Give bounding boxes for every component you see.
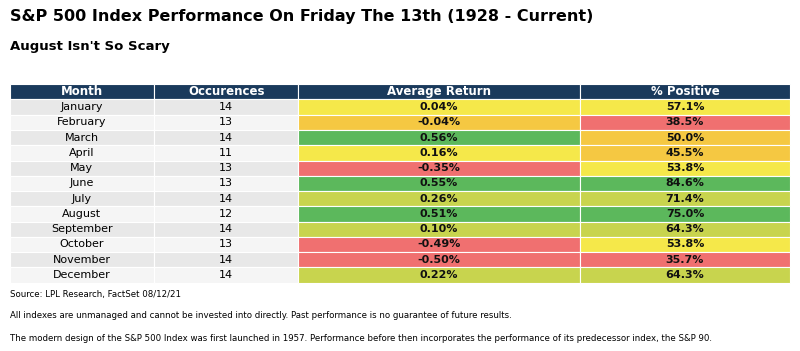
Text: September: September [51, 224, 113, 234]
Text: % Positive: % Positive [650, 85, 719, 98]
Text: April: April [69, 148, 94, 158]
Text: 0.16%: 0.16% [420, 148, 458, 158]
Text: 0.22%: 0.22% [420, 270, 458, 280]
Text: 14: 14 [219, 255, 234, 265]
Text: January: January [61, 102, 103, 112]
Text: August: August [62, 209, 102, 219]
Text: 35.7%: 35.7% [666, 255, 704, 265]
Text: 50.0%: 50.0% [666, 133, 704, 143]
Text: December: December [53, 270, 110, 280]
Text: All indexes are unmanaged and cannot be invested into directly. Past performance: All indexes are unmanaged and cannot be … [10, 311, 511, 320]
Text: March: March [65, 133, 99, 143]
Text: August Isn't So Scary: August Isn't So Scary [10, 40, 170, 53]
Text: -0.35%: -0.35% [418, 163, 461, 173]
Text: Month: Month [61, 85, 103, 98]
Text: 0.10%: 0.10% [420, 224, 458, 234]
Text: 75.0%: 75.0% [666, 209, 704, 219]
Text: July: July [72, 194, 92, 204]
Text: 64.3%: 64.3% [666, 224, 704, 234]
Text: 0.55%: 0.55% [420, 178, 458, 188]
Text: 57.1%: 57.1% [666, 102, 704, 112]
Text: 14: 14 [219, 194, 234, 204]
Text: February: February [57, 117, 106, 127]
Text: Source: LPL Research, FactSet 08/12/21: Source: LPL Research, FactSet 08/12/21 [10, 290, 181, 299]
Text: 84.6%: 84.6% [666, 178, 705, 188]
Text: 53.8%: 53.8% [666, 163, 704, 173]
Text: 14: 14 [219, 133, 234, 143]
Text: 71.4%: 71.4% [666, 194, 704, 204]
Text: 13: 13 [219, 239, 234, 250]
Text: 11: 11 [219, 148, 234, 158]
Text: -0.49%: -0.49% [418, 239, 461, 250]
Text: 64.3%: 64.3% [666, 270, 704, 280]
Text: 14: 14 [219, 270, 234, 280]
Text: October: October [59, 239, 104, 250]
Text: Occurences: Occurences [188, 85, 265, 98]
Text: -0.04%: -0.04% [418, 117, 461, 127]
Text: November: November [53, 255, 111, 265]
Text: June: June [70, 178, 94, 188]
Text: 0.26%: 0.26% [420, 194, 458, 204]
Text: -0.50%: -0.50% [418, 255, 461, 265]
Text: Average Return: Average Return [387, 85, 491, 98]
Text: 53.8%: 53.8% [666, 239, 704, 250]
Text: 14: 14 [219, 102, 234, 112]
Text: The modern design of the S&P 500 Index was first launched in 1957. Performance b: The modern design of the S&P 500 Index w… [10, 334, 712, 343]
Text: 13: 13 [219, 117, 234, 127]
Text: 0.51%: 0.51% [420, 209, 458, 219]
Text: 38.5%: 38.5% [666, 117, 704, 127]
Text: May: May [70, 163, 94, 173]
Text: S&P 500 Index Performance On Friday The 13th (1928 - Current): S&P 500 Index Performance On Friday The … [10, 9, 593, 24]
Text: 12: 12 [219, 209, 234, 219]
Text: 13: 13 [219, 163, 234, 173]
Text: 0.56%: 0.56% [420, 133, 458, 143]
Text: 14: 14 [219, 224, 234, 234]
Text: 13: 13 [219, 178, 234, 188]
Text: 45.5%: 45.5% [666, 148, 704, 158]
Text: 0.04%: 0.04% [420, 102, 458, 112]
